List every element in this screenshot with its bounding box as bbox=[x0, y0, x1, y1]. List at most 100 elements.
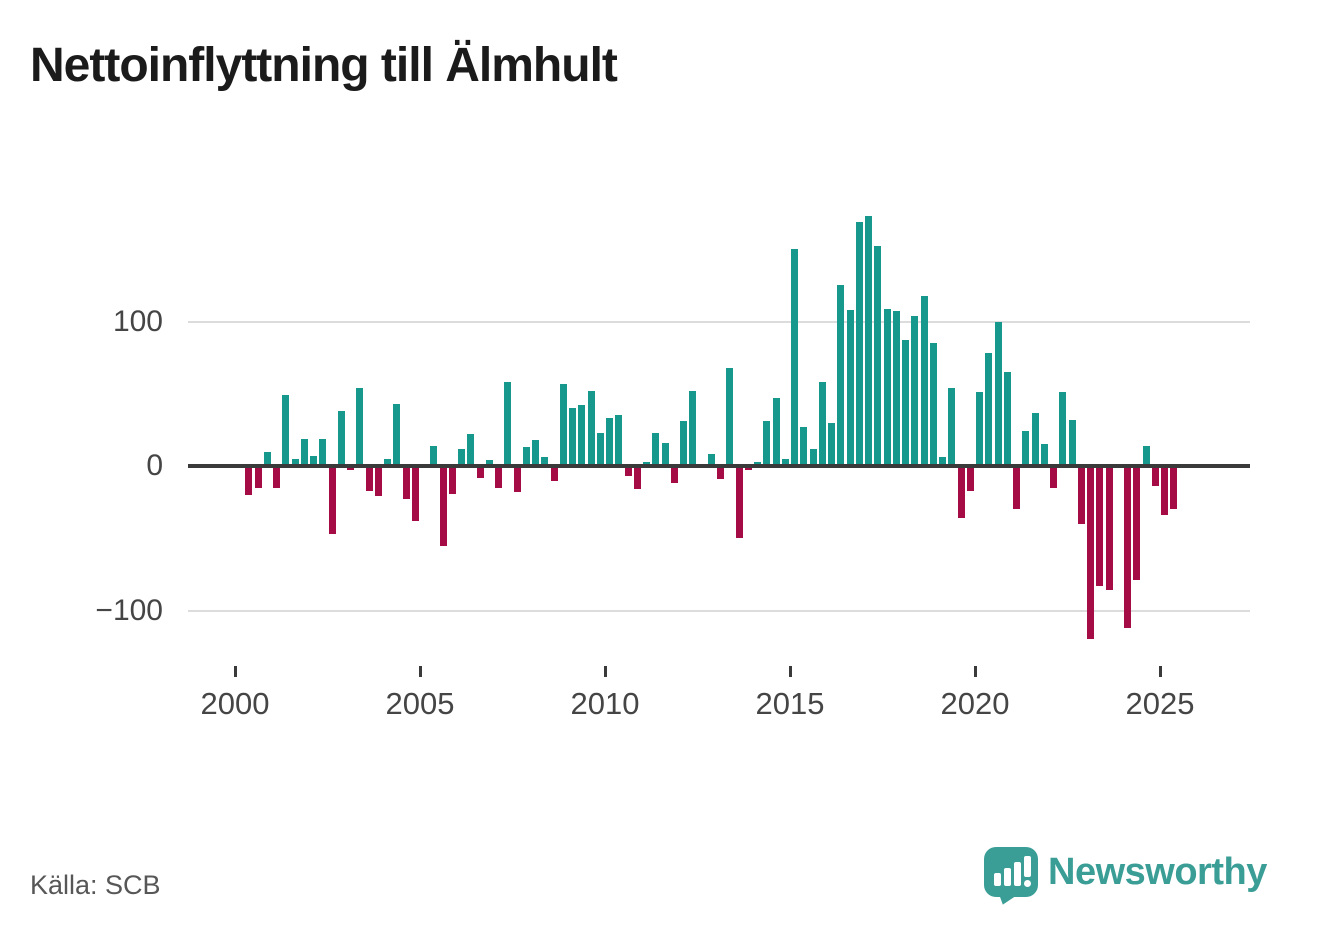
chart-bar-2015Q4 bbox=[818, 382, 826, 466]
gridline-y100 bbox=[188, 320, 1250, 323]
chart-bar-2009Q3 bbox=[587, 390, 595, 466]
chart-bar-2014Q4 bbox=[781, 458, 789, 466]
chart-bar-2022Q2 bbox=[1059, 392, 1067, 466]
x-axis-label-2020: 2020 bbox=[940, 686, 1010, 721]
chart-bar-2004Q4 bbox=[411, 466, 419, 521]
chart-bar-2009Q4 bbox=[596, 432, 604, 466]
chart-bar-2014Q3 bbox=[772, 398, 780, 466]
chart-bar-2002Q4 bbox=[337, 411, 345, 466]
chart-bar-2018Q3 bbox=[920, 295, 928, 466]
y-axis-label: 0 bbox=[146, 449, 163, 482]
logo-exclamation-dot-icon bbox=[1024, 880, 1031, 887]
source-note: Källa: SCB bbox=[30, 870, 161, 900]
chart-bar-2022Q1 bbox=[1050, 466, 1057, 488]
x-axis-zero-line bbox=[188, 464, 1250, 468]
chart-bar-2017Q2 bbox=[874, 246, 882, 466]
chart-bar-2021Q4 bbox=[1040, 444, 1048, 466]
chart-bar-2009Q1 bbox=[569, 408, 576, 466]
chart-bar-2015Q3 bbox=[809, 448, 817, 466]
chart-bar-2004Q2 bbox=[393, 403, 401, 466]
chart-bar-2006Q2 bbox=[467, 434, 475, 466]
chart-bar-2010Q3 bbox=[624, 466, 632, 477]
chart-bar-2018Q1 bbox=[902, 340, 909, 466]
chart-bar-2020Q3 bbox=[994, 321, 1002, 466]
chart-bar-2010Q2 bbox=[615, 415, 623, 466]
chart-bar-2019Q3 bbox=[957, 466, 965, 518]
chart-bar-2010Q4 bbox=[633, 466, 641, 490]
chart-bar-2013Q2 bbox=[726, 367, 734, 466]
chart-bar-2001Q3 bbox=[291, 458, 299, 466]
newsworthy-logo-icon bbox=[984, 847, 1038, 897]
chart-bar-2024Q2 bbox=[1133, 466, 1141, 581]
chart-bar-2009Q2 bbox=[578, 405, 586, 466]
chart-bar-2019Q2 bbox=[948, 388, 956, 466]
x-axis-label-2015: 2015 bbox=[755, 686, 825, 721]
chart-bar-2020Q4 bbox=[1003, 372, 1011, 466]
logo-bar-icon bbox=[994, 873, 1001, 886]
chart-bar-2023Q3 bbox=[1105, 466, 1113, 591]
chart-bar-2020Q1 bbox=[976, 392, 983, 466]
x-axis-tick-2020 bbox=[974, 666, 977, 677]
chart-bar-2018Q2 bbox=[911, 315, 919, 466]
chart-bar-2002Q3 bbox=[328, 466, 336, 534]
chart-bar-2024Q1 bbox=[1124, 466, 1131, 628]
chart-bar-2007Q3 bbox=[513, 466, 521, 492]
logo-bar-icon bbox=[1004, 868, 1011, 886]
chart-bar-2008Q4 bbox=[559, 383, 567, 466]
chart-bar-2013Q4 bbox=[744, 466, 752, 471]
chart-bar-2008Q1 bbox=[532, 440, 539, 466]
gridline-y-100 bbox=[188, 609, 1250, 612]
chart-bar-2025Q1 bbox=[1161, 466, 1168, 516]
chart-bar-2021Q2 bbox=[1022, 431, 1030, 466]
chart-bar-2018Q4 bbox=[929, 343, 937, 466]
chart-bar-2002Q2 bbox=[319, 438, 327, 466]
chart-bar-2024Q3 bbox=[1142, 445, 1150, 466]
y-axis-label: 100 bbox=[112, 304, 163, 338]
chart-bar-2016Q4 bbox=[855, 221, 863, 466]
chart-bar-2013Q1 bbox=[717, 466, 724, 479]
chart-bar-2024Q4 bbox=[1151, 466, 1159, 487]
chart-bar-2004Q3 bbox=[402, 466, 410, 500]
chart-bar-2015Q1 bbox=[791, 249, 798, 467]
chart-bar-2003Q3 bbox=[365, 466, 373, 491]
chart-bar-2016Q1 bbox=[828, 422, 835, 466]
chart-bar-2012Q2 bbox=[689, 390, 697, 466]
chart-bar-2005Q4 bbox=[448, 466, 456, 494]
chart-bar-2008Q2 bbox=[541, 457, 549, 466]
chart-bar-2001Q1 bbox=[273, 466, 280, 488]
chart-bar-2000Q2 bbox=[245, 466, 253, 495]
chart-bar-2006Q3 bbox=[476, 466, 484, 478]
x-axis-label-2005: 2005 bbox=[385, 686, 455, 721]
chart-bar-2016Q3 bbox=[846, 309, 854, 466]
chart-bar-2022Q4 bbox=[1077, 466, 1085, 524]
chart-bar-2022Q3 bbox=[1068, 419, 1076, 466]
chart-bar-2005Q3 bbox=[439, 466, 447, 546]
chart-bar-2005Q2 bbox=[430, 445, 438, 466]
x-axis-tick-2000 bbox=[234, 666, 237, 677]
chart-bar-2019Q1 bbox=[939, 457, 946, 466]
logo-exclamation-icon bbox=[1024, 856, 1031, 877]
chart-bar-2015Q2 bbox=[800, 427, 808, 466]
chart-bar-2017Q4 bbox=[892, 311, 900, 466]
chart-bar-2004Q1 bbox=[384, 458, 391, 466]
logo-bar-icon bbox=[1014, 862, 1021, 886]
x-axis-label-2010: 2010 bbox=[570, 686, 640, 721]
y-axis-label: −100 bbox=[95, 593, 163, 627]
chart-bar-2012Q4 bbox=[707, 454, 715, 466]
x-axis-tick-2025 bbox=[1159, 666, 1162, 677]
chart-bar-2011Q3 bbox=[661, 442, 669, 466]
x-axis-label-2000: 2000 bbox=[200, 686, 270, 721]
chart-bar-2000Q4 bbox=[263, 451, 271, 467]
chart-bar-2023Q2 bbox=[1096, 466, 1104, 586]
chart-bar-2007Q4 bbox=[522, 447, 530, 466]
x-axis-tick-2015 bbox=[789, 666, 792, 677]
chart-bar-2003Q2 bbox=[356, 388, 364, 466]
chart-bar-2020Q2 bbox=[985, 353, 993, 466]
chart-bar-2010Q1 bbox=[606, 418, 613, 466]
chart-bar-2016Q2 bbox=[837, 285, 845, 466]
chart-bar-2002Q1 bbox=[310, 455, 317, 466]
newsworthy-logo-text: Newsworthy bbox=[1048, 851, 1267, 893]
chart-bar-2007Q1 bbox=[495, 466, 502, 488]
chart-bar-2001Q2 bbox=[282, 395, 290, 466]
